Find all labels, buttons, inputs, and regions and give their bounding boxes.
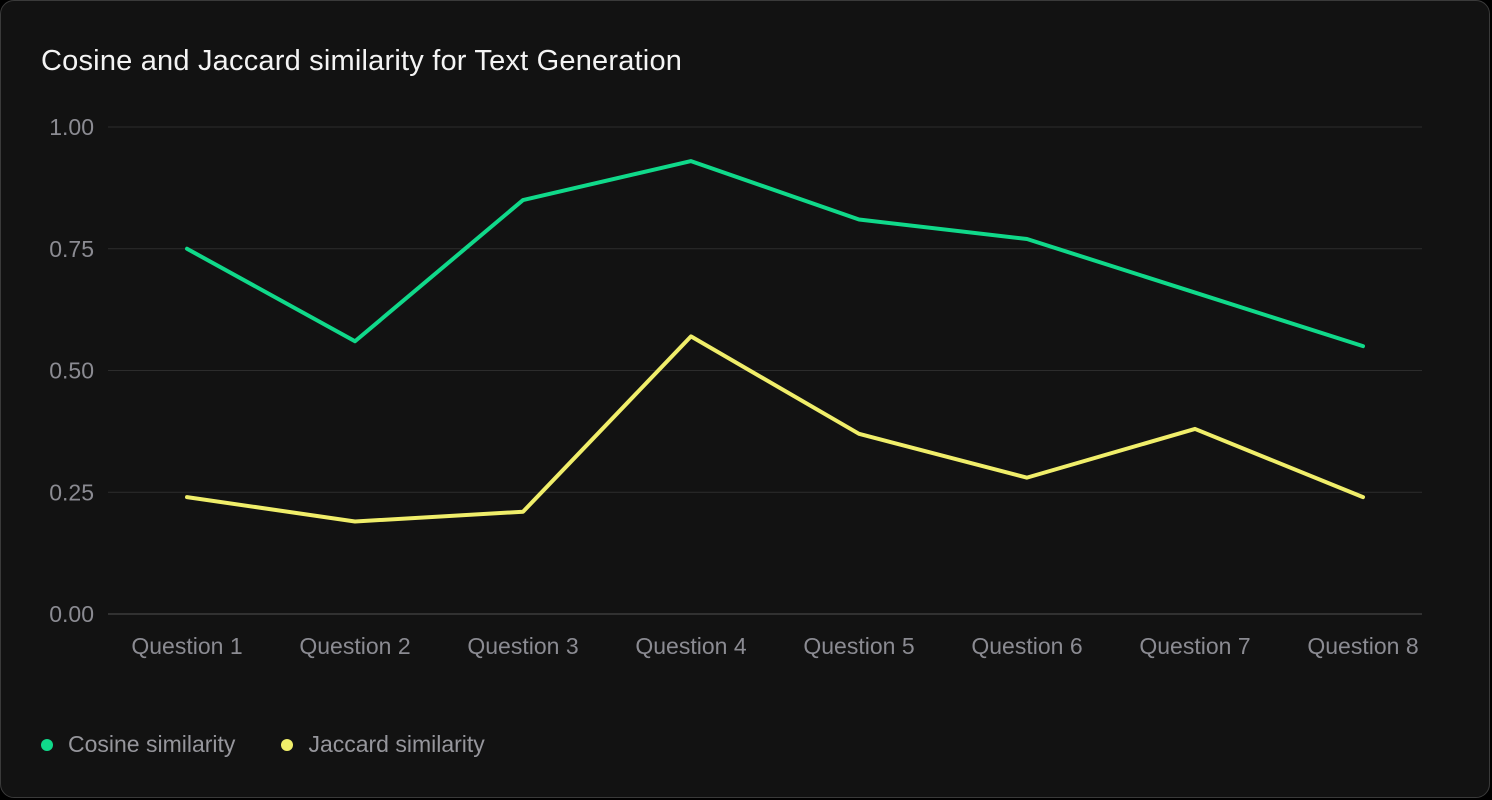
series-line-cosine-similarity xyxy=(185,159,1365,349)
x-category-label: Question 5 xyxy=(803,633,914,659)
x-category-label: Question 7 xyxy=(1139,633,1250,659)
cosine-legend-dot-icon xyxy=(41,738,53,751)
jaccard-legend-dot-icon xyxy=(281,738,294,751)
x-category-label: Question 2 xyxy=(299,633,410,659)
y-tick-label: 0.50 xyxy=(49,358,94,384)
series-line-jaccard-similarity xyxy=(185,334,1365,524)
x-category-label: Question 4 xyxy=(635,633,746,659)
y-tick-label: 0.25 xyxy=(49,479,94,505)
legend-item-cosine-similarity[interactable]: Cosine similarity xyxy=(41,731,235,758)
y-tick-label: 1.00 xyxy=(49,114,94,140)
y-tick-label: 0.00 xyxy=(49,601,94,627)
legend-label-jaccard: Jaccard similarity xyxy=(308,731,485,757)
legend-item-jaccard-similarity[interactable]: Jaccard similarity xyxy=(281,731,485,758)
line-chart: 0.00 0.25 0.50 0.75 1.00 Question 1 Question 2… xyxy=(49,114,1422,659)
chart-legend: Cosine similarity Jaccard similarity xyxy=(41,731,485,758)
x-category-label: Question 1 xyxy=(131,633,242,659)
y-tick-label: 0.75 xyxy=(49,236,94,262)
x-category-label: Question 3 xyxy=(467,633,578,659)
legend-label-cosine: Cosine similarity xyxy=(68,731,236,757)
x-category-label: Question 8 xyxy=(1307,633,1418,659)
chart-title: Cosine and Jaccard similarity for Text G… xyxy=(41,45,683,77)
x-category-label: Question 6 xyxy=(971,633,1082,659)
